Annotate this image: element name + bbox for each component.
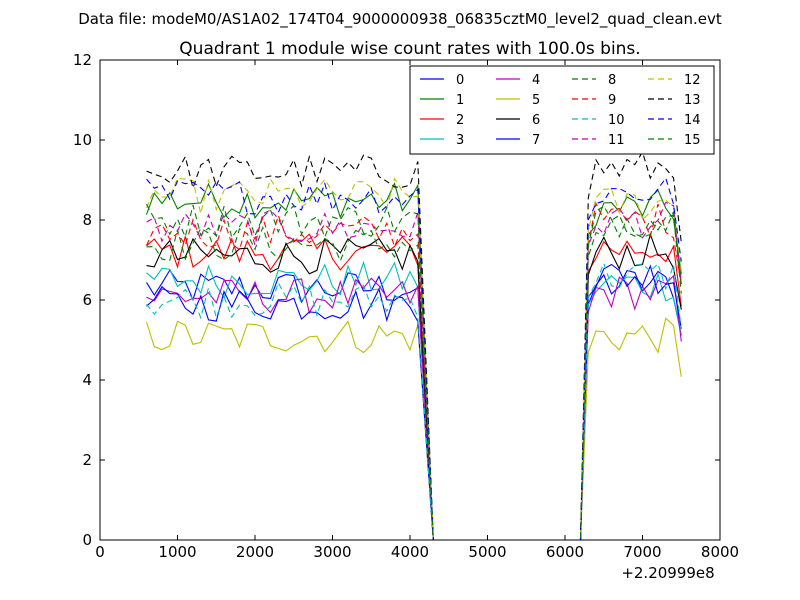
y-tick-label: 12 [73,51,92,69]
y-tick-label: 6 [82,291,92,309]
legend-label-8: 8 [608,73,616,88]
x-tick-label: 6000 [546,543,584,561]
legend-label-11: 11 [608,133,625,148]
legend-label-14: 14 [684,113,701,128]
x-tick-label: 2000 [236,543,274,561]
series-line-12 [145,177,682,541]
legend-label-6: 6 [532,113,540,128]
series-line-7 [146,263,682,541]
series-line-14 [146,176,682,541]
legend-label-3: 3 [456,133,464,148]
legend-label-9: 9 [608,93,616,108]
y-tick-label: 4 [82,371,92,389]
x-tick-label: 5000 [468,543,506,561]
y-tick-label: 0 [82,531,92,549]
chart-title: Quadrant 1 module wise count rates with … [179,39,640,59]
series-layer [145,150,682,541]
series-line-9 [146,201,682,541]
series-line-3 [146,260,682,541]
series-line-10 [146,261,682,541]
legend-label-13: 13 [684,93,701,108]
series-line-13 [146,150,682,541]
series-line-15 [146,204,682,541]
legend-label-1: 1 [456,93,464,108]
legend-label-4: 4 [532,73,540,88]
legend-label-10: 10 [608,113,625,128]
y-tick-label: 2 [82,451,92,469]
plot-frame [99,59,721,541]
legend-label-0: 0 [456,73,464,88]
x-tick-label: 4000 [391,543,429,561]
x-tick-label: 0 [95,543,105,561]
legend-label-7: 7 [532,133,540,148]
series-line-2 [146,233,682,541]
axes-layer: 0 1000 2000 3000 4000 5000 6000 7000 80000246810… [73,51,739,561]
x-tick-label: 7000 [623,543,661,561]
y-tick-label: 8 [82,211,92,229]
x-tick-label: 3000 [313,543,351,561]
legend-label-15: 15 [684,133,701,148]
series-line-5 [145,317,682,541]
legend-label-5: 5 [532,93,540,108]
legend-label-12: 12 [684,73,701,88]
y-tick-label: 10 [73,131,92,149]
legend-label-2: 2 [456,113,464,128]
x-tick-label: 1000 [158,543,196,561]
series-line-11 [146,201,682,541]
series-line-6 [146,232,682,541]
x-offset-label: +2.20999e8 [621,564,714,582]
x-tick-label: 8000 [701,543,739,561]
series-line-8 [146,214,682,541]
figure-suptitle: Data file: modeM0/AS1A02_174T04_90000009… [78,10,722,29]
